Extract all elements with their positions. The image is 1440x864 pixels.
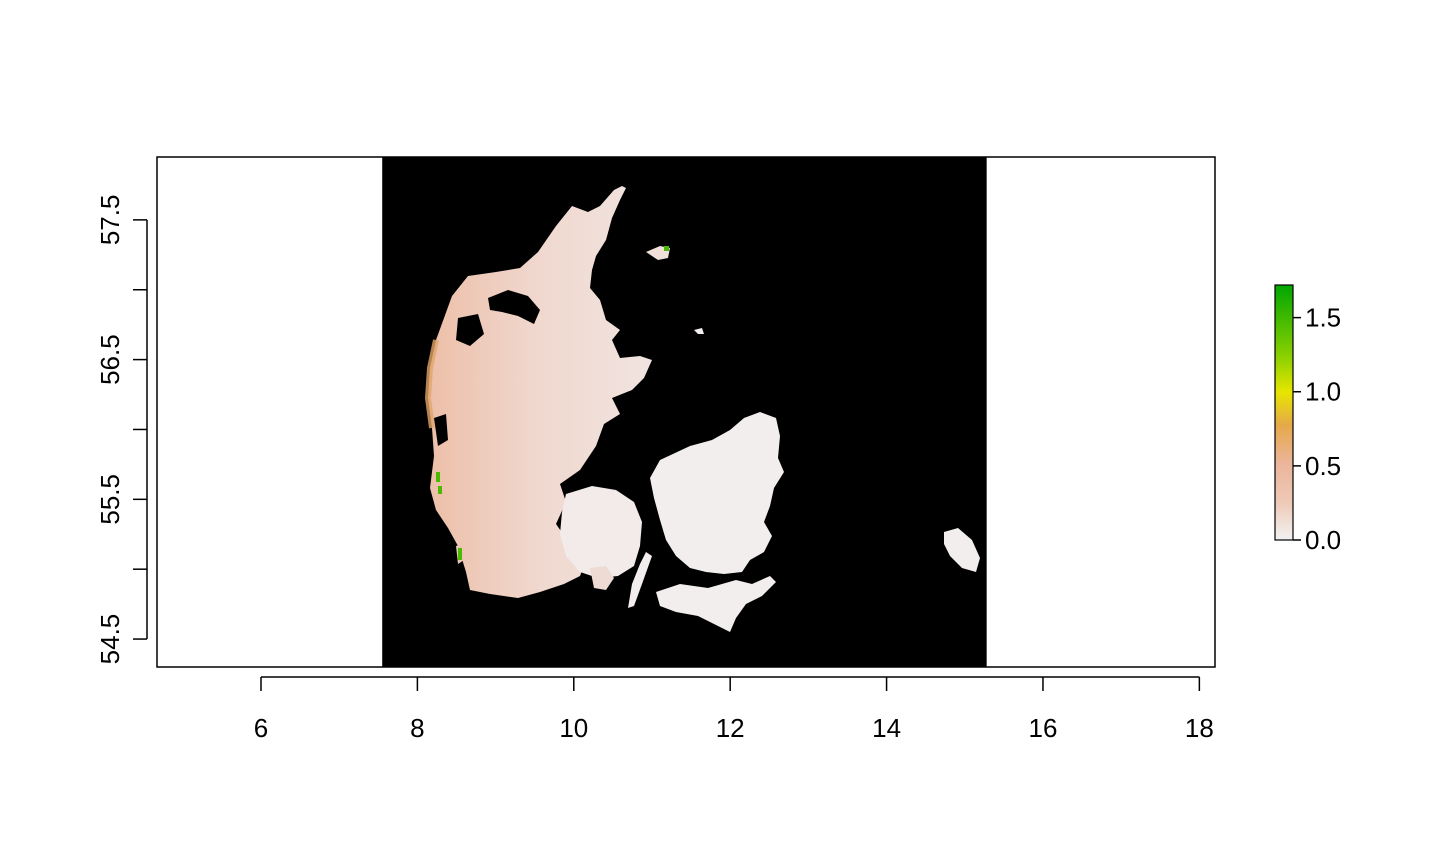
- limfjord-inner-water: [456, 314, 484, 346]
- legend-tick-label: 1.5: [1305, 303, 1341, 333]
- west-coast-high-values: [424, 339, 439, 429]
- x-tick-label: 18: [1185, 713, 1214, 743]
- green-cell: [458, 548, 462, 560]
- x-axis: 6 8 10 12 14 16 18: [254, 676, 1214, 743]
- jutland-landmass: [428, 186, 652, 598]
- color-legend: 0.0 0.5 1.0 1.5: [1274, 284, 1341, 555]
- green-cell: [438, 486, 442, 494]
- legend-tick-label: 0.5: [1305, 451, 1341, 481]
- legend-color-bar: [1274, 284, 1294, 541]
- land-raster: [424, 186, 980, 632]
- lolland-falster-landmass: [656, 576, 776, 632]
- bornholm-landmass: [944, 528, 980, 572]
- y-tick-label: 56.5: [95, 334, 125, 385]
- y-tick-label: 54.5: [95, 614, 125, 665]
- plot-frame: [156, 156, 1216, 668]
- funen-landmass: [560, 486, 642, 578]
- green-cell: [664, 246, 669, 251]
- x-tick-label: 16: [1029, 713, 1058, 743]
- green-cell: [436, 472, 440, 482]
- legend-tick-label: 1.0: [1305, 377, 1341, 407]
- limfjord-water: [488, 290, 540, 324]
- y-axis: 54.5 55.5 56.5 57.5: [95, 195, 148, 665]
- y-tick-label: 55.5: [95, 474, 125, 525]
- zealand-landmass: [650, 412, 784, 574]
- y-tick-label: 57.5: [95, 195, 125, 246]
- x-tick-label: 8: [410, 713, 424, 743]
- x-tick-label: 12: [716, 713, 745, 743]
- langeland-landmass: [628, 552, 652, 608]
- anholt-landmass: [694, 328, 704, 334]
- x-tick-label: 14: [872, 713, 901, 743]
- x-tick-label: 10: [559, 713, 588, 743]
- x-tick-label: 6: [254, 713, 268, 743]
- ringkobing-fjord-water: [434, 414, 448, 446]
- legend-tick-label: 0.0: [1305, 525, 1341, 555]
- als-landmass: [590, 566, 614, 590]
